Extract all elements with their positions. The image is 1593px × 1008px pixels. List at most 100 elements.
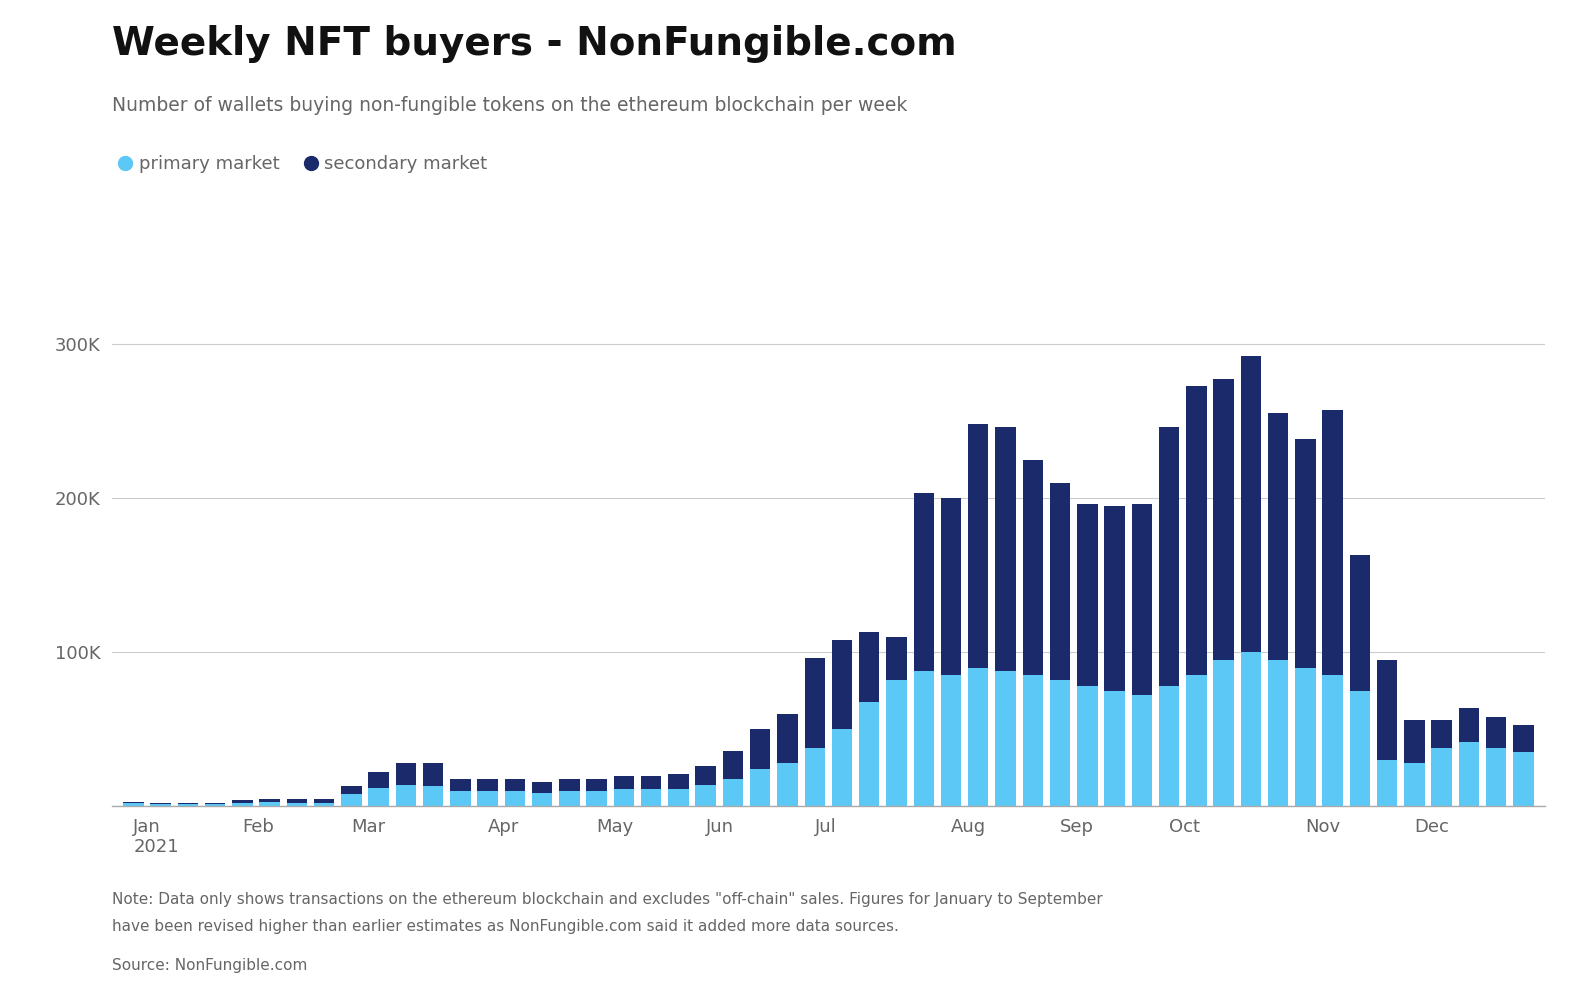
Legend: primary market, secondary market: primary market, secondary market (121, 155, 487, 173)
Bar (1459, 708, 1480, 742)
Bar (314, 799, 335, 802)
Bar (1376, 760, 1397, 806)
Bar (478, 791, 499, 806)
Text: have been revised higher than earlier estimates as NonFungible.com said it added: have been revised higher than earlier es… (112, 919, 898, 934)
Bar (804, 748, 825, 806)
Text: Weekly NFT buyers - NonFungible.com: Weekly NFT buyers - NonFungible.com (112, 25, 956, 64)
Text: Source: NonFungible.com: Source: NonFungible.com (112, 958, 307, 973)
Bar (260, 798, 280, 801)
Bar (832, 730, 852, 806)
Bar (1513, 752, 1534, 806)
Bar (696, 766, 715, 785)
Bar (750, 730, 771, 769)
Bar (723, 751, 744, 778)
Bar (667, 774, 688, 789)
Bar (586, 791, 607, 806)
Bar (451, 791, 470, 806)
Bar (1187, 385, 1206, 675)
Bar (478, 778, 499, 791)
Bar (750, 769, 771, 806)
Bar (260, 801, 280, 806)
Bar (368, 788, 389, 806)
Bar (1023, 460, 1043, 675)
Bar (886, 637, 906, 680)
Bar (233, 800, 253, 802)
Bar (368, 772, 389, 788)
Bar (913, 494, 933, 670)
Bar (1077, 686, 1098, 806)
Bar (233, 802, 253, 806)
Bar (859, 632, 879, 702)
Bar (1486, 717, 1507, 748)
Bar (559, 778, 580, 791)
Bar (1131, 504, 1152, 696)
Bar (1077, 504, 1098, 686)
Bar (341, 786, 362, 794)
Bar (1513, 725, 1534, 752)
Bar (341, 794, 362, 806)
Bar (913, 670, 933, 806)
Bar (505, 778, 526, 791)
Text: Number of wallets buying non-fungible tokens on the ethereum blockchain per week: Number of wallets buying non-fungible to… (112, 96, 906, 115)
Bar (1349, 555, 1370, 690)
Bar (1403, 763, 1424, 806)
Bar (696, 785, 715, 806)
Bar (1403, 720, 1424, 763)
Bar (777, 714, 798, 763)
Bar (1295, 667, 1316, 806)
Bar (532, 792, 553, 806)
Bar (1214, 379, 1235, 660)
Bar (859, 702, 879, 806)
Bar (777, 763, 798, 806)
Bar (941, 498, 961, 675)
Bar (832, 640, 852, 730)
Bar (1214, 660, 1235, 806)
Bar (804, 658, 825, 748)
Bar (314, 802, 335, 806)
Bar (640, 775, 661, 789)
Bar (559, 791, 580, 806)
Bar (1322, 410, 1343, 675)
Bar (532, 782, 553, 792)
Bar (395, 785, 416, 806)
Bar (1268, 660, 1289, 806)
Bar (205, 804, 225, 806)
Bar (1295, 439, 1316, 667)
Bar (1241, 356, 1262, 652)
Bar (1158, 686, 1179, 806)
Bar (150, 802, 170, 804)
Bar (1050, 680, 1070, 806)
Bar (1268, 413, 1289, 660)
Bar (1241, 652, 1262, 806)
Text: Note: Data only shows transactions on the ethereum blockchain and excludes "off-: Note: Data only shows transactions on th… (112, 892, 1102, 907)
Bar (969, 424, 989, 667)
Bar (1104, 690, 1125, 806)
Bar (150, 804, 170, 806)
Bar (1432, 748, 1451, 806)
Bar (613, 775, 634, 789)
Bar (177, 804, 198, 806)
Bar (886, 680, 906, 806)
Bar (1486, 748, 1507, 806)
Bar (422, 786, 443, 806)
Bar (123, 803, 143, 806)
Bar (1322, 675, 1343, 806)
Bar (640, 789, 661, 806)
Bar (613, 789, 634, 806)
Bar (123, 801, 143, 803)
Bar (1104, 506, 1125, 690)
Bar (723, 778, 744, 806)
Bar (1432, 720, 1451, 748)
Bar (205, 802, 225, 804)
Bar (1050, 483, 1070, 680)
Bar (287, 799, 307, 802)
Bar (1023, 675, 1043, 806)
Bar (667, 789, 688, 806)
Bar (1187, 675, 1206, 806)
Bar (1376, 660, 1397, 760)
Bar (395, 763, 416, 785)
Bar (287, 802, 307, 806)
Bar (1131, 696, 1152, 806)
Bar (1349, 690, 1370, 806)
Bar (586, 778, 607, 791)
